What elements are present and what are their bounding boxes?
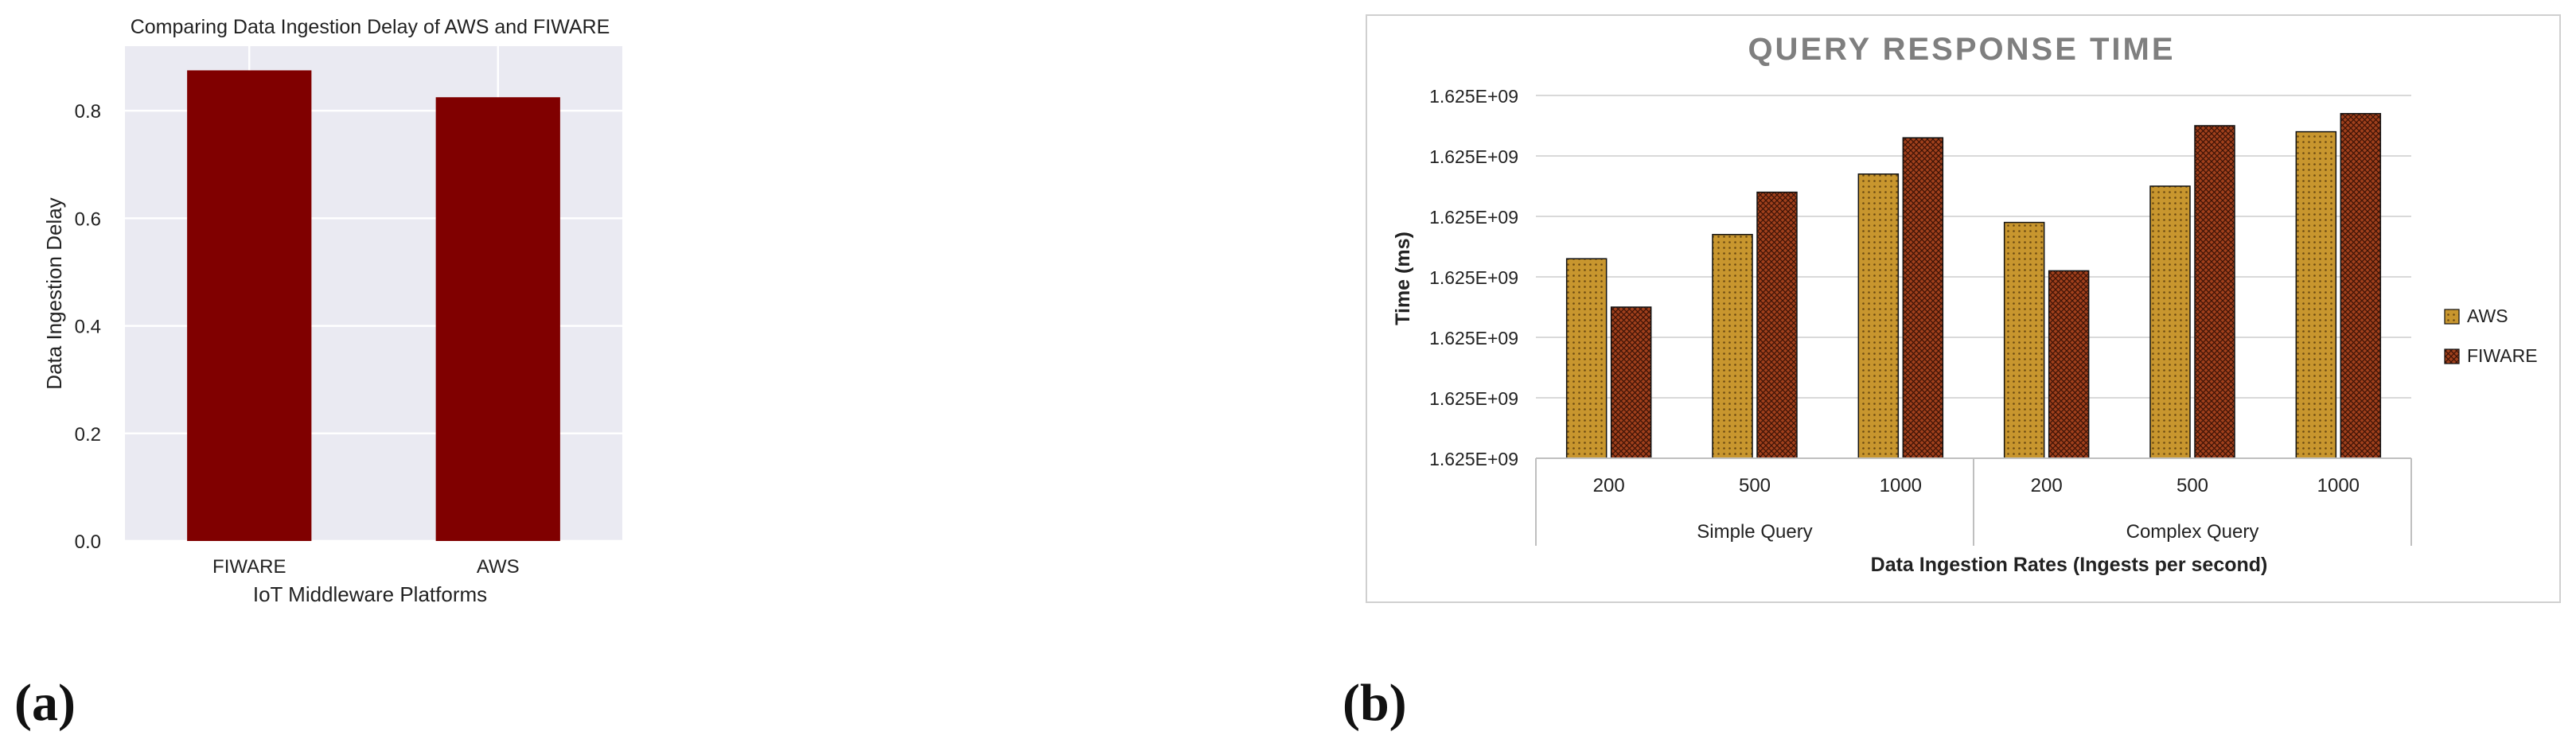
group-label: Simple Query xyxy=(1697,521,1812,543)
y-tick-label: 1.625E+09 xyxy=(1429,86,1518,107)
y-tick-label: 0.8 xyxy=(75,101,101,123)
chart-b-x-axis: 200 500 1000 200 500 1000 Simple Query Complex … xyxy=(1535,457,2412,546)
x-tick-label: 500 xyxy=(2177,475,2208,496)
y-tick-label: 1.625E+09 xyxy=(1429,146,1518,167)
chart-a: 0.0 0.2 0.4 0.6 0.8 FIWARE AWS Comparing Data… xyxy=(42,16,622,606)
legend-swatch-fiware xyxy=(2444,348,2460,364)
bar-fiware-200 xyxy=(2048,270,2090,459)
chart-a-y-axis-label: Data Ingestion Delay xyxy=(42,197,66,389)
x-tick-label: 500 xyxy=(1739,475,1771,496)
bar-aws-1000 xyxy=(2295,130,2337,459)
bar-aws-1000 xyxy=(1857,173,1900,459)
bar-fiware-500 xyxy=(2194,125,2235,459)
legend-label-fiware: FIWARE xyxy=(2467,345,2538,366)
y-tick-label: 1.625E+09 xyxy=(1429,449,1518,469)
panel-label-b: (b) xyxy=(1343,674,1407,732)
chart-a-bars xyxy=(187,70,560,542)
x-tick-label: FIWARE xyxy=(212,556,286,578)
chart-b-legend: AWS FIWARE xyxy=(2444,306,2538,366)
panel-label-a: (a) xyxy=(14,674,76,732)
y-tick-label: 1.625E+09 xyxy=(1429,207,1518,228)
bar-aws-500 xyxy=(2149,185,2191,459)
chart-b: QUERY RESPONSE TIME 1.625E+091.625E+091.… xyxy=(1366,14,2561,603)
y-tick-label: 0.2 xyxy=(75,424,101,446)
chart-a-title: Comparing Data Ingestion Delay of AWS an… xyxy=(131,16,610,38)
chart-b-bars xyxy=(1565,113,2382,459)
x-tick-label: 200 xyxy=(2031,475,2063,496)
x-tick-label: 1000 xyxy=(2317,475,2360,496)
chart-a-y-ticks: 0.0 0.2 0.4 0.6 0.8 xyxy=(75,101,101,553)
bar-aws-500 xyxy=(1712,234,1753,459)
bar-fiware-1000 xyxy=(2340,113,2382,459)
y-tick-label: 0.4 xyxy=(75,317,101,338)
bar-fiware-500 xyxy=(1756,191,1798,459)
bar-fiware-200 xyxy=(1610,306,1652,459)
y-tick-label: 1.625E+09 xyxy=(1429,267,1518,288)
y-tick-label: 1.625E+09 xyxy=(1429,388,1518,409)
x-tick-label: 1000 xyxy=(1880,475,1922,496)
chart-b-y-axis-label: Time (ms) xyxy=(1392,232,1414,325)
group-label: Complex Query xyxy=(2126,521,2259,543)
chart-b-gridlines xyxy=(1536,95,2411,459)
bar-fiware-1000 xyxy=(1902,137,1944,459)
bar-aws xyxy=(435,97,560,541)
legend-label-aws: AWS xyxy=(2467,306,2508,326)
y-tick-label: 0.0 xyxy=(75,531,101,553)
chart-b-x-axis-label: Data Ingestion Rates (Ingests per second… xyxy=(1871,554,2268,576)
y-tick-label: 0.6 xyxy=(75,208,101,230)
x-tick-label: AWS xyxy=(477,556,520,578)
chart-b-y-ticks: 1.625E+09 1.625E+09 1.625E+09 1.625E+09 1.62… xyxy=(1429,86,1518,469)
bar-aws-200 xyxy=(2003,221,2045,459)
x-tick-label: 200 xyxy=(1593,475,1625,496)
legend-swatch-aws xyxy=(2444,309,2460,325)
bar-aws-200 xyxy=(1565,258,1608,459)
chart-a-x-ticks: FIWARE AWS xyxy=(212,556,520,578)
chart-a-x-axis-label: IoT Middleware Platforms xyxy=(253,582,487,606)
bar-fiware xyxy=(187,70,312,542)
y-tick-label: 1.625E+09 xyxy=(1429,328,1518,348)
chart-b-title: QUERY RESPONSE TIME xyxy=(1748,32,2175,67)
